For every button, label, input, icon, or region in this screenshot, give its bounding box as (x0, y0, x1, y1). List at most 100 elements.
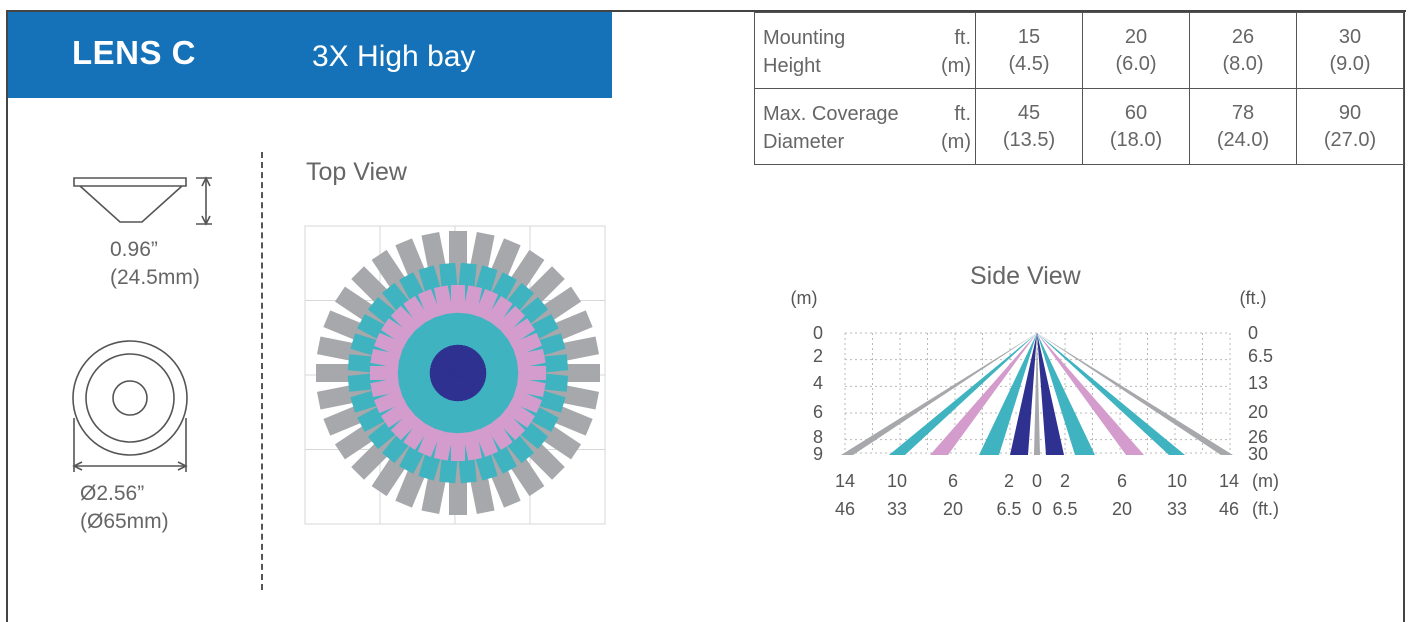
zone-gray-ring (462, 231, 495, 311)
zone-gray-ring (520, 377, 600, 410)
zone-navy-core (457, 362, 487, 378)
zone-pink-ring (403, 295, 448, 352)
zone-teal-inner (407, 372, 458, 416)
zone-teal-inner (458, 330, 509, 374)
zone-navy-core (447, 372, 463, 402)
zone-pink-ring (479, 383, 536, 428)
zone-teal-inner (460, 370, 514, 407)
table-cell: 78 (24.0) (1189, 88, 1297, 165)
zone-gray-ring (478, 437, 521, 508)
zone-pink-ring (417, 289, 453, 348)
zone-teal-inner (407, 330, 458, 374)
zone-navy-core (457, 368, 487, 384)
zone-navy-core (453, 346, 478, 376)
bottom-axis-unit-ft: (ft.) (1252, 499, 1279, 519)
lens-outer-ring-icon (72, 340, 188, 456)
cell-ft: 30 (1338, 25, 1362, 48)
row-unit: (m) (941, 54, 971, 77)
zone-navy-core (455, 368, 485, 393)
row-label: Max. Coverage (763, 102, 899, 125)
zone-teal-inner (402, 339, 456, 376)
zone-teal-ring (465, 265, 498, 326)
zone-gray-ring (316, 336, 396, 369)
sensor-center-dot (454, 369, 462, 377)
right-axis-unit: (ft.) (1240, 288, 1267, 308)
zone-teal-inner (398, 369, 455, 397)
zone-pink-ring (374, 332, 433, 368)
zone-navy-core (454, 369, 482, 397)
zone-pink-ring (468, 295, 513, 352)
zone-teal-ring (475, 415, 517, 474)
zone-gray-ring (478, 238, 521, 309)
zone-teal-inner (446, 312, 464, 368)
specs-table: Mounting Height ft. (m) 15 (4.5) 20 (6.0) 26… (754, 12, 1404, 165)
left-axis-tick: 9 (813, 444, 823, 464)
zone-gray-ring (462, 435, 495, 515)
beam-gray (1037, 333, 1233, 455)
zone-navy-core (442, 371, 463, 401)
zone-navy-core (429, 362, 459, 378)
zone-teal-inner (446, 378, 464, 434)
zone-teal-inner (455, 317, 492, 371)
zone-gray-ring (334, 402, 409, 460)
zone-teal-inner (397, 361, 453, 379)
zone-navy-core (430, 368, 460, 389)
cell-m: (24.0) (1216, 128, 1270, 151)
zone-gray-ring (316, 377, 396, 410)
cell-ft: 15 (1017, 25, 1041, 48)
zone-gray-ring (507, 286, 582, 344)
zone-navy-core (456, 368, 486, 389)
zone-pink-ring (479, 318, 536, 363)
table-row: Max. Coverage Diameter ft. (m) 45 (13.5) 60… (754, 88, 1404, 165)
right-axis-tick: 6.5 (1248, 346, 1273, 366)
zone-teal-ring (357, 314, 416, 356)
zone-teal-ring (382, 282, 432, 338)
zone-gray-ring (522, 310, 593, 353)
zone-navy-core (438, 346, 463, 376)
bottom-axis-unit-m: (m) (1252, 471, 1279, 491)
cell-ft: 20 (1124, 25, 1148, 48)
zone-pink-ring (456, 401, 483, 461)
frame-left-border (6, 10, 8, 622)
zone-teal-ring (475, 272, 517, 331)
row-label: Diameter (763, 130, 845, 153)
zone-teal-ring (382, 408, 432, 464)
zone-navy-core (430, 357, 460, 378)
bottom-axis-tick-ft: 6.5 (1052, 499, 1077, 519)
beam-pink (1037, 333, 1144, 455)
lens-type: 3X High bay (312, 40, 476, 73)
zone-teal-inner (454, 313, 482, 370)
zone-teal-ring (455, 423, 477, 484)
height-dimension-line (196, 177, 212, 225)
zone-pink-ring (370, 366, 428, 380)
height-inches: 0.96” (110, 238, 158, 261)
beam-teal-outer (889, 333, 1037, 455)
diameter-dimension-line (73, 418, 187, 472)
row-label-cell: Mounting Height ft. (m) (754, 12, 976, 89)
zone-teal-ring (508, 370, 569, 392)
zone-navy-core (453, 371, 474, 401)
zone-gray-ring (449, 447, 467, 515)
zone-gray-ring (371, 249, 429, 324)
lens-inner-ring-icon (112, 380, 148, 416)
zone-gray-ring (323, 393, 394, 436)
zone-pink-ring (380, 318, 437, 363)
lens-profile-icon (73, 177, 187, 223)
diameter-inches: Ø2.56” (80, 482, 145, 505)
zone-teal-inner (458, 372, 509, 416)
zone-teal-inner (463, 367, 519, 385)
bottom-axis-tick-ft: 46 (835, 499, 855, 519)
zone-pink-ring (468, 394, 513, 451)
lens-label: LENS C (72, 34, 197, 71)
zone-pink-ring (417, 398, 453, 457)
zone-teal-ring (347, 354, 408, 376)
zone-teal-ring (399, 272, 441, 331)
zone-pink-ring (451, 403, 465, 461)
zone-teal-ring (493, 399, 549, 449)
beam-teal-inner (1037, 333, 1095, 455)
cell-m: (13.5) (1002, 128, 1056, 151)
zone-navy-core (447, 344, 463, 374)
cell-m: (4.5) (1008, 52, 1050, 75)
beam-teal-outer (1037, 333, 1185, 455)
frame-right-border (1403, 10, 1405, 622)
